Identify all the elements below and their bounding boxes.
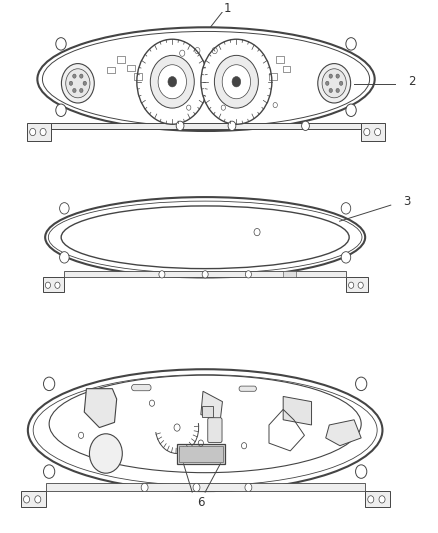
Polygon shape: [201, 391, 223, 420]
Circle shape: [336, 88, 339, 93]
Text: 3: 3: [403, 196, 411, 208]
Circle shape: [60, 203, 69, 214]
Bar: [346, 278, 367, 292]
Circle shape: [318, 63, 351, 103]
Circle shape: [56, 104, 66, 117]
Circle shape: [168, 77, 177, 87]
Circle shape: [43, 377, 55, 391]
Circle shape: [346, 38, 356, 50]
Circle shape: [228, 121, 236, 131]
Circle shape: [66, 69, 90, 98]
Circle shape: [56, 38, 66, 50]
Circle shape: [358, 282, 363, 288]
Circle shape: [150, 55, 194, 108]
Bar: [21, 491, 46, 507]
Circle shape: [341, 203, 351, 214]
Bar: [107, 67, 115, 74]
Bar: [27, 123, 51, 141]
Text: 1: 1: [224, 2, 231, 15]
Bar: [283, 66, 290, 72]
Circle shape: [232, 77, 241, 87]
Circle shape: [214, 55, 258, 108]
Bar: [134, 74, 142, 80]
Circle shape: [141, 483, 148, 491]
Circle shape: [325, 81, 329, 85]
Circle shape: [341, 252, 351, 263]
Circle shape: [176, 121, 184, 131]
Circle shape: [193, 483, 200, 491]
Circle shape: [40, 128, 46, 136]
Ellipse shape: [49, 375, 361, 473]
Bar: [177, 444, 225, 464]
FancyBboxPatch shape: [208, 418, 222, 442]
Text: 2: 2: [408, 75, 416, 88]
Circle shape: [83, 81, 86, 85]
Circle shape: [55, 282, 60, 288]
Circle shape: [374, 128, 381, 136]
Circle shape: [80, 74, 83, 78]
Circle shape: [245, 483, 252, 491]
Ellipse shape: [28, 369, 382, 491]
Circle shape: [302, 121, 309, 131]
Circle shape: [329, 88, 332, 93]
Circle shape: [73, 74, 76, 78]
Polygon shape: [283, 397, 311, 425]
Circle shape: [73, 88, 76, 93]
Circle shape: [43, 465, 55, 478]
Circle shape: [356, 377, 367, 391]
Bar: [276, 56, 284, 63]
Circle shape: [30, 128, 36, 136]
Circle shape: [45, 282, 50, 288]
Circle shape: [60, 252, 69, 263]
Ellipse shape: [45, 197, 365, 278]
Bar: [64, 271, 346, 278]
Polygon shape: [326, 420, 361, 446]
Circle shape: [329, 74, 332, 78]
Bar: [361, 123, 385, 141]
Circle shape: [137, 39, 208, 124]
Circle shape: [202, 271, 208, 278]
Circle shape: [61, 63, 94, 103]
Circle shape: [364, 128, 370, 136]
Polygon shape: [84, 389, 117, 427]
Bar: [269, 74, 277, 80]
Bar: [51, 123, 361, 129]
Circle shape: [159, 271, 165, 278]
Bar: [117, 56, 125, 63]
Circle shape: [89, 434, 122, 473]
FancyBboxPatch shape: [239, 386, 256, 391]
Ellipse shape: [37, 27, 374, 131]
Circle shape: [322, 69, 346, 98]
Circle shape: [80, 88, 83, 93]
Circle shape: [379, 496, 385, 503]
Bar: [202, 406, 212, 417]
Circle shape: [346, 104, 356, 117]
Bar: [365, 491, 390, 507]
Bar: [179, 446, 223, 462]
Circle shape: [336, 74, 339, 78]
Ellipse shape: [61, 206, 349, 269]
Circle shape: [158, 64, 187, 99]
Bar: [46, 483, 365, 491]
Circle shape: [349, 282, 354, 288]
Circle shape: [24, 496, 30, 503]
Bar: [127, 64, 135, 71]
Circle shape: [339, 81, 343, 85]
Circle shape: [201, 39, 272, 124]
Circle shape: [356, 465, 367, 478]
FancyBboxPatch shape: [131, 384, 151, 391]
Circle shape: [245, 271, 251, 278]
Circle shape: [35, 496, 41, 503]
Bar: [283, 271, 296, 277]
Text: 6: 6: [197, 496, 205, 509]
Bar: [43, 278, 64, 292]
Circle shape: [368, 496, 374, 503]
Circle shape: [69, 81, 73, 85]
Circle shape: [222, 64, 251, 99]
